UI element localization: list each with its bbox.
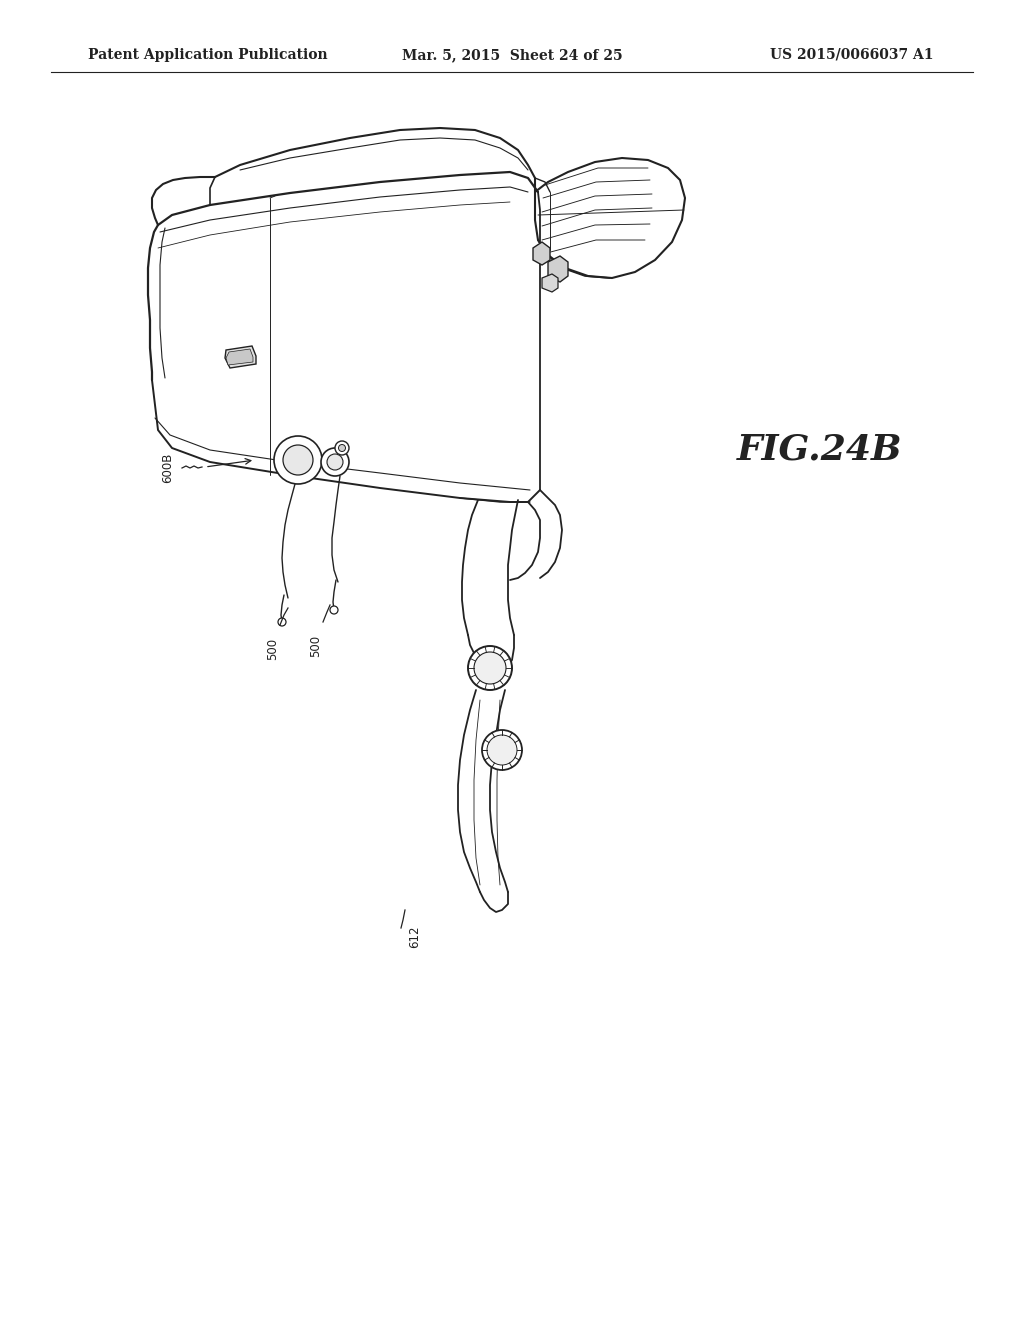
Polygon shape <box>548 256 568 282</box>
Circle shape <box>327 454 343 470</box>
Text: US 2015/0066037 A1: US 2015/0066037 A1 <box>770 48 934 62</box>
Polygon shape <box>226 348 253 366</box>
Circle shape <box>468 645 512 690</box>
Circle shape <box>321 447 349 477</box>
Circle shape <box>278 618 286 626</box>
Text: Patent Application Publication: Patent Application Publication <box>88 48 328 62</box>
Text: FIG.24B: FIG.24B <box>737 433 903 467</box>
Polygon shape <box>535 158 685 279</box>
Circle shape <box>487 735 517 766</box>
Polygon shape <box>225 346 256 368</box>
Circle shape <box>474 652 506 684</box>
Text: 600B: 600B <box>162 453 174 483</box>
Polygon shape <box>542 275 558 292</box>
Circle shape <box>330 606 338 614</box>
Polygon shape <box>534 242 550 265</box>
Circle shape <box>283 445 313 475</box>
Circle shape <box>274 436 322 484</box>
Text: 612: 612 <box>408 925 421 948</box>
Circle shape <box>339 445 345 451</box>
Text: 500: 500 <box>266 638 280 660</box>
Text: Mar. 5, 2015  Sheet 24 of 25: Mar. 5, 2015 Sheet 24 of 25 <box>401 48 623 62</box>
Circle shape <box>482 730 522 770</box>
Polygon shape <box>152 172 540 502</box>
Circle shape <box>335 441 349 455</box>
Text: 500: 500 <box>309 635 323 657</box>
